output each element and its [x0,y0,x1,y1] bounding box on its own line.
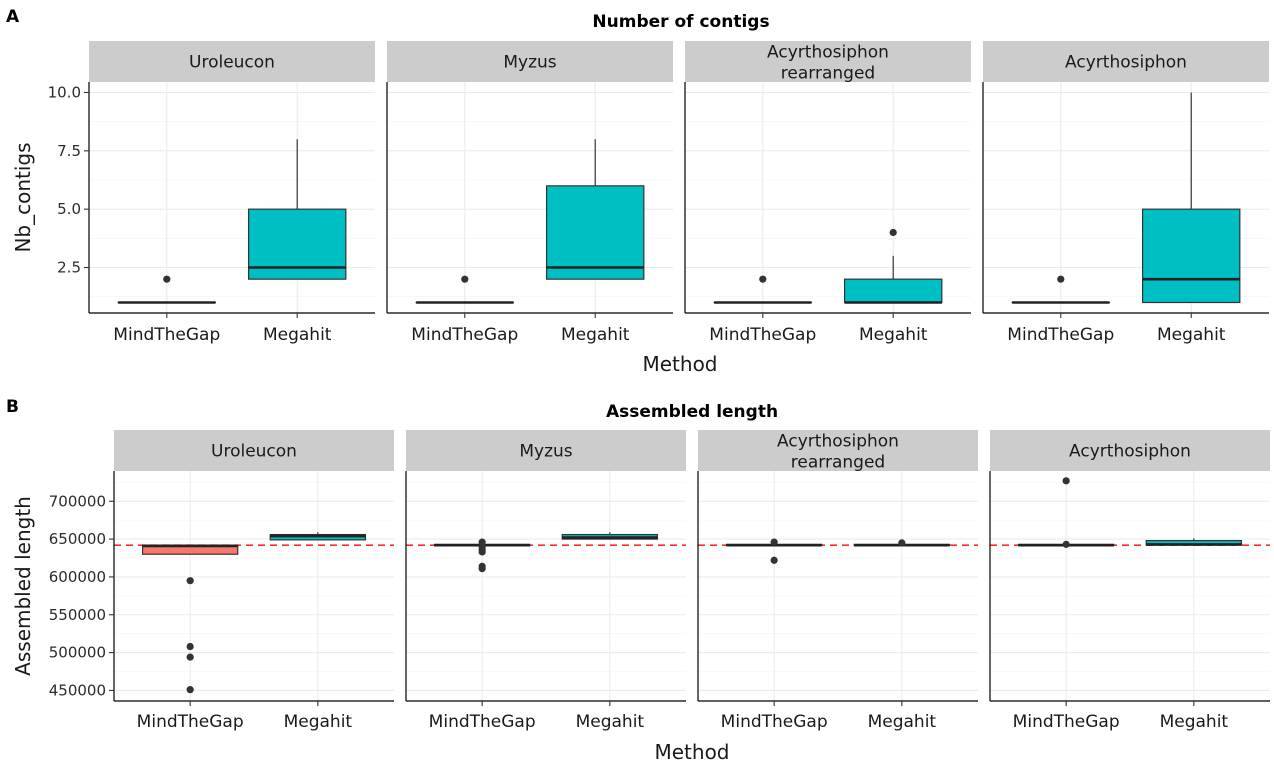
box-megahit [249,139,346,279]
facet-strip-label-line: Acyrthosiphon [777,432,899,452]
x-tick-label: MindTheGap [1013,712,1120,732]
panel-letter: A [6,7,20,27]
facet-uroleucon: Uroleucon MindTheGap Megahit [114,430,394,732]
y-tick-label: 650000 [49,530,106,548]
outlier-point [187,643,194,650]
y-tick-label: 7.5 [57,142,81,160]
y-tick-label: 2.5 [57,259,81,277]
outlier-point [898,539,905,546]
facet-strip-label-line: Acyrthosiphon [767,43,889,63]
x-tick-label: Megahit [1160,712,1229,732]
x-tick-label: Megahit [576,712,645,732]
outlier-point [461,276,468,283]
x-tick-label: Megahit [868,712,937,732]
facet-strip-label: Uroleucon [189,53,275,73]
outlier-point [890,229,897,236]
box-megahit [854,539,949,546]
box-mindthegap [435,539,530,573]
x-tick-label: MindTheGap [113,325,220,345]
box-megahit [547,139,644,279]
x-tick-label: Megahit [859,325,928,345]
facet-strip-label: Myzus [503,53,556,73]
y-tick-label: 500000 [49,644,106,662]
y-tick-label: 450000 [49,681,106,699]
facet-strip-label-line: rearranged [791,453,885,473]
facet-strip-label: Acyrthosiphon [1069,442,1191,462]
chart-title: Number of contigs [592,12,769,32]
y-axis-title: Nb_contigs [11,142,35,252]
outlier-point [479,565,486,572]
box-iqr [845,279,942,302]
facet-strip-label-line: rearranged [781,64,875,84]
x-tick-label: MindTheGap [429,712,536,732]
y-tick-label: 550000 [49,606,106,624]
facet-strip-label: Uroleucon [211,442,297,462]
x-axis-title: Method [654,740,729,764]
outlier-point [187,577,194,584]
outlier-point [1057,276,1064,283]
box-megahit [1143,93,1240,303]
box-iqr [1143,209,1240,302]
outlier-point [771,557,778,564]
chart-title: Assembled length [606,402,778,422]
chart-number-of-contigs: A Number of contigs Uroleucon MindTheGap Meg… [6,7,1269,376]
y-tick-label: 600000 [49,568,106,586]
facet-myzus: Myzus MindTheGap Megahit [406,430,686,732]
outlier-point [1063,477,1070,484]
outlier-point [759,276,766,283]
y-axis-title: Assembled length [11,496,35,676]
x-tick-label: Megahit [561,325,630,345]
facet-acyrthosiphon: Acyrthosiphon MindTheGap Megahit [983,41,1269,345]
outlier-point [1063,541,1070,548]
box-megahit [270,532,365,540]
x-axis-title: Method [642,352,717,376]
outlier-point [187,686,194,693]
x-tick-label: Megahit [1157,325,1226,345]
facet-uroleucon: Uroleucon MindTheGap Megahit [89,41,375,345]
x-tick-label: MindTheGap [709,325,816,345]
x-tick-label: MindTheGap [1007,325,1114,345]
facet-acyrthosiphon: Acyrthosiphon MindTheGap Megahit [990,430,1270,732]
x-tick-label: Megahit [263,325,332,345]
y-tick-label: 5.0 [57,200,81,218]
y-tick-label: 700000 [49,492,106,510]
x-tick-label: MindTheGap [411,325,518,345]
chart-assembled-length: B Assembled length Uroleucon MindTheGap Mega… [6,397,1270,764]
outlier-point [163,276,170,283]
box-iqr [547,186,644,279]
facet-strip-label: Myzus [519,442,572,462]
x-tick-label: MindTheGap [721,712,828,732]
y-tick-label: 10.0 [48,84,81,102]
box-megahit [562,532,657,539]
facet-myzus: Myzus MindTheGap Megahit [387,41,673,345]
x-tick-label: MindTheGap [137,712,244,732]
outlier-point [479,548,486,555]
facet-strip-label: Acyrthosiphon [1065,53,1187,73]
x-tick-label: Megahit [284,712,353,732]
panel-letter: B [6,397,19,417]
outlier-point [771,539,778,546]
outlier-point [187,654,194,661]
